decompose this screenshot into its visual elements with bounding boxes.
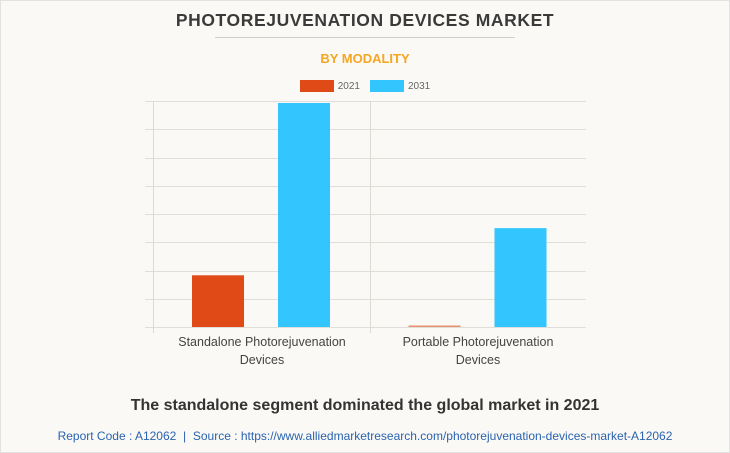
footer-separator: | bbox=[183, 429, 187, 443]
legend-item-2031[interactable]: 2031 bbox=[370, 80, 430, 92]
legend-swatch-2031 bbox=[370, 80, 404, 92]
x-tick-label-line: Portable Photorejuvenation bbox=[402, 335, 554, 349]
bar-2031-portable bbox=[494, 228, 547, 327]
bar-2021-portable bbox=[408, 325, 461, 327]
chart-caption: The standalone segment dominated the glo… bbox=[130, 397, 600, 414]
x-tick-label-portable: Portable Photorejuvenation Devices bbox=[373, 333, 583, 369]
x-tick-label-line: Devices bbox=[455, 353, 501, 367]
legend-item-2021[interactable]: 2021 bbox=[299, 80, 360, 92]
title-divider bbox=[215, 37, 515, 38]
x-tick-label-line: Devices bbox=[239, 353, 285, 367]
legend-label-2021: 2021 bbox=[337, 80, 360, 92]
legend: 2021 2031 bbox=[0, 80, 730, 92]
chart-subtitle: BY MODALITY bbox=[320, 51, 410, 66]
chart-title: PHOTOREJUVENATION DEVICES MARKET bbox=[175, 10, 555, 30]
legend-label-2031: 2031 bbox=[408, 80, 431, 92]
report-code: Report Code : A12062 bbox=[57, 429, 177, 443]
bar-2031-standalone bbox=[278, 102, 330, 327]
source-footer: Report Code : A12062 | Source : https://… bbox=[0, 429, 730, 443]
x-tick-label-line: Standalone Photorejuvenation bbox=[178, 335, 346, 349]
x-tick-label-standalone: Standalone Photorejuvenation Devices bbox=[157, 333, 367, 369]
source-link[interactable]: Source : https://www.alliedmarketresearc… bbox=[192, 429, 673, 443]
legend-swatch-2021 bbox=[299, 80, 334, 92]
bar-2021-standalone bbox=[192, 275, 244, 327]
